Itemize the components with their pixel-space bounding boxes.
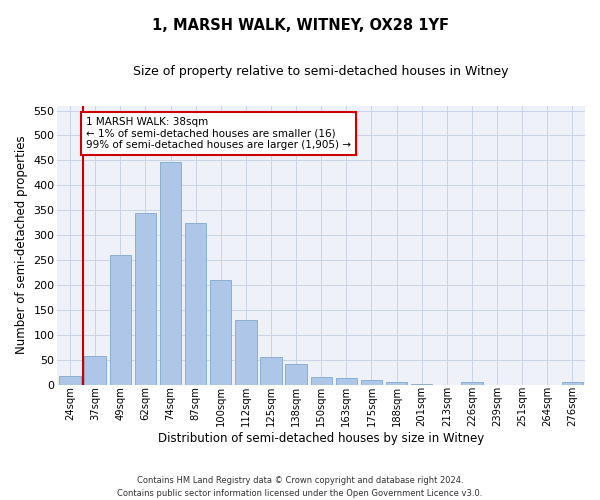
Text: Contains HM Land Registry data © Crown copyright and database right 2024.
Contai: Contains HM Land Registry data © Crown c… bbox=[118, 476, 482, 498]
Text: 1 MARSH WALK: 38sqm
← 1% of semi-detached houses are smaller (16)
99% of semi-de: 1 MARSH WALK: 38sqm ← 1% of semi-detache… bbox=[86, 117, 351, 150]
Bar bbox=[386, 382, 407, 384]
Text: 1, MARSH WALK, WITNEY, OX28 1YF: 1, MARSH WALK, WITNEY, OX28 1YF bbox=[151, 18, 449, 32]
Bar bbox=[361, 380, 382, 384]
Bar bbox=[135, 212, 156, 384]
Bar bbox=[311, 376, 332, 384]
Bar bbox=[160, 162, 181, 384]
Bar bbox=[235, 320, 257, 384]
Title: Size of property relative to semi-detached houses in Witney: Size of property relative to semi-detach… bbox=[133, 65, 509, 78]
Bar bbox=[185, 222, 206, 384]
Bar bbox=[59, 376, 80, 384]
Bar bbox=[562, 382, 583, 384]
Y-axis label: Number of semi-detached properties: Number of semi-detached properties bbox=[15, 136, 28, 354]
Bar bbox=[461, 382, 482, 384]
Bar bbox=[260, 358, 281, 384]
Bar bbox=[286, 364, 307, 384]
X-axis label: Distribution of semi-detached houses by size in Witney: Distribution of semi-detached houses by … bbox=[158, 432, 484, 445]
Bar bbox=[335, 378, 357, 384]
Bar bbox=[110, 255, 131, 384]
Bar bbox=[210, 280, 232, 384]
Bar bbox=[85, 356, 106, 384]
